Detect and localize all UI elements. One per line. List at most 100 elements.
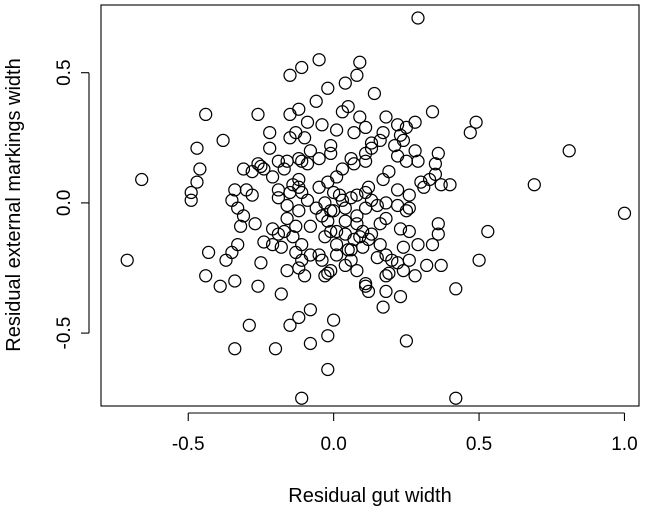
data-point (303, 248, 318, 262)
data-point (408, 269, 422, 283)
data-point (399, 120, 414, 135)
data-point (425, 105, 440, 119)
data-point (338, 201, 352, 215)
data-point (382, 164, 396, 179)
data-point (236, 162, 251, 176)
data-point (364, 136, 379, 150)
data-point (312, 180, 326, 194)
data-point (420, 258, 434, 273)
data-point (408, 115, 422, 129)
data-point (350, 217, 364, 231)
data-point (463, 125, 477, 140)
data-point (193, 162, 207, 176)
data-point (399, 154, 414, 168)
data-point (283, 68, 297, 82)
data-point (321, 329, 335, 343)
y-tick-label: 0.5 (54, 59, 75, 85)
data-point (283, 131, 297, 145)
data-point (376, 300, 390, 314)
data-point (341, 243, 355, 257)
data-point (411, 11, 425, 25)
data-point (257, 162, 271, 176)
data-point (251, 279, 265, 293)
data-point (358, 146, 373, 161)
data-point (469, 115, 483, 129)
data-point (326, 204, 341, 218)
data-point (358, 276, 373, 291)
data-point (402, 188, 416, 202)
data-point (283, 107, 297, 122)
data-point (292, 204, 306, 218)
data-point (318, 230, 332, 244)
data-point (402, 224, 416, 239)
data-point (318, 269, 332, 283)
data-point (271, 191, 286, 205)
data-point (326, 185, 341, 200)
data-point (254, 159, 268, 174)
data-point (373, 217, 387, 231)
data-point (233, 219, 248, 233)
data-point (190, 175, 204, 189)
x-tick-label: 1.0 (611, 434, 637, 455)
data-point (263, 141, 277, 155)
data-point (617, 206, 632, 220)
data-point (376, 172, 390, 187)
data-point (350, 188, 364, 202)
data-point (309, 201, 323, 215)
data-point (373, 237, 387, 252)
data-point (289, 245, 303, 260)
data-point (303, 219, 318, 233)
data-point (228, 274, 242, 288)
data-point (344, 191, 358, 205)
data-point (338, 76, 352, 90)
data-point (335, 105, 350, 119)
data-point (411, 237, 425, 252)
data-point (280, 211, 294, 226)
data-point (321, 214, 335, 228)
data-point (292, 261, 306, 275)
data-point (431, 227, 445, 241)
data-point (199, 269, 213, 283)
data-point (396, 240, 411, 254)
data-point (335, 193, 350, 207)
data-point (338, 227, 352, 241)
data-point (434, 258, 448, 273)
data-point (358, 120, 373, 135)
data-point (431, 217, 445, 231)
data-point (283, 185, 297, 200)
x-axis: -0.5 0.0 0.5 1.0 (172, 412, 638, 455)
data-point (295, 391, 309, 405)
data-point (396, 263, 411, 278)
data-point (350, 68, 364, 82)
data-point (303, 303, 318, 317)
data-point (393, 222, 408, 236)
data-point (367, 86, 382, 101)
data-point (329, 237, 344, 252)
x-tick-label: 0.5 (466, 434, 492, 455)
data-point (402, 201, 416, 215)
data-point (376, 125, 390, 140)
data-point (292, 310, 306, 325)
data-point (358, 201, 373, 215)
data-point (562, 144, 576, 158)
data-point (347, 125, 361, 140)
data-point (219, 253, 233, 267)
data-point (411, 154, 425, 168)
data-point (245, 188, 259, 202)
data-point (390, 118, 405, 132)
data-point (190, 141, 204, 155)
data-point (321, 266, 335, 280)
data-point (231, 237, 245, 252)
data-point (338, 214, 352, 228)
data-point (295, 253, 309, 267)
data-point (379, 284, 393, 299)
data-point (277, 162, 291, 176)
data-point (353, 230, 367, 244)
data-point (120, 253, 134, 267)
data-point (321, 81, 335, 95)
data-point (225, 193, 239, 207)
data-point (379, 196, 393, 210)
data-point (329, 123, 344, 137)
data-point (242, 318, 256, 332)
